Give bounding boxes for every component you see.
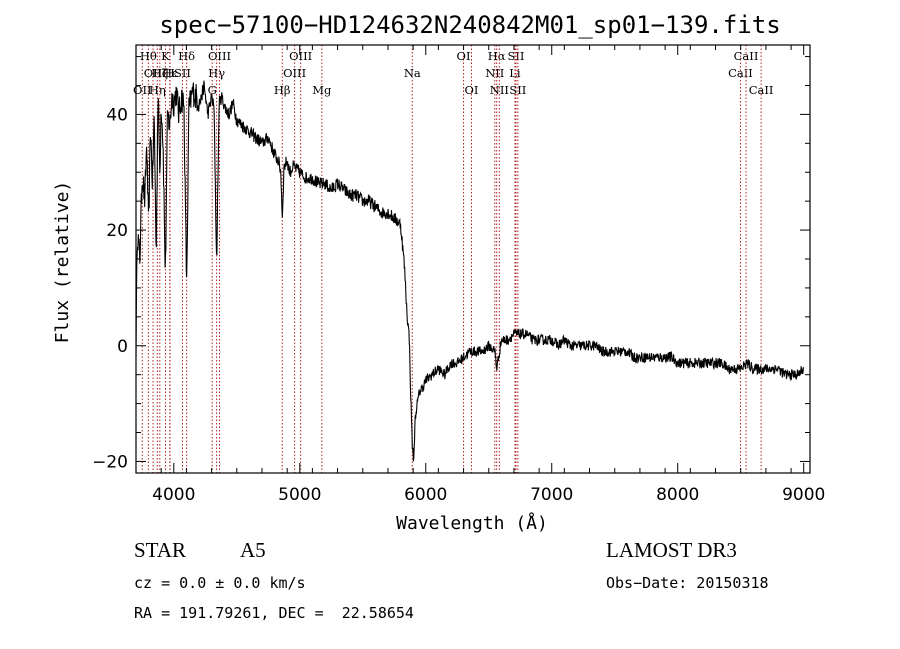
line-label: Hδ [178,49,195,63]
line-label: SII [509,83,526,97]
line-label: CaII [734,49,759,63]
line-label: Hε [162,66,178,80]
plot-frame [135,44,811,474]
line-label: OIII [208,49,231,63]
line-label: SII [174,66,191,80]
line-label: Mg [312,83,332,97]
line-label: Hα [488,49,506,63]
line-label: Na [404,66,421,80]
line-label: K [161,49,170,63]
emission-line-markers: OIIHθOIIHηHζKHHεSIIHδGHγOIIIHβOIIIOIIIMg… [133,45,773,473]
line-label: OII [133,83,152,97]
line-label: CaII [749,83,774,97]
survey-name: LAMOST DR3 [606,538,737,562]
axes: 4000 5000 6000 7000 8000 9000 −20 0 20 40 [92,45,825,505]
x-tick-label: 4000 [152,485,195,505]
line-label: Hγ [208,66,225,80]
line-label: Hβ [274,83,291,97]
y-tick-label: 0 [117,337,128,357]
line-label: OI [457,49,471,63]
y-axis-label: Flux (relative) [52,181,73,344]
chart-title: spec−57100−HD124632N240842M01_sp01−139.f… [159,11,780,39]
x-tick-label: 5000 [278,485,321,505]
y-tick-label: −20 [92,452,128,472]
object-type: STAR [134,538,186,562]
line-label: OIII [289,49,312,63]
line-label: G [208,83,217,97]
ra-dec-coordinates: RA = 191.79261, DEC = 22.58654 [134,604,414,622]
x-tick-label: 8000 [656,485,699,505]
x-axis-label: Wavelength (Å) [396,512,548,534]
line-label: Hθ [140,49,157,63]
observation-date: Obs−Date: 20150318 [606,574,769,592]
line-label: Li [509,66,521,80]
x-tick-label: 7000 [530,485,573,505]
x-tick-label: 6000 [404,485,447,505]
line-label: Hη [149,83,166,97]
line-label: CaII [728,66,753,80]
y-tick-label: 20 [106,221,128,241]
line-label: OIII [283,66,306,80]
line-label: NII [485,66,504,80]
spectrum-line [135,80,804,462]
y-tick-label: 40 [106,105,128,125]
line-label: NII [490,83,509,97]
redshift-cz: cz = 0.0 ± 0.0 km/s [134,574,306,592]
x-tick-label: 9000 [782,485,825,505]
line-label: Hζ [152,66,168,80]
spectral-subclass: A5 [240,538,266,562]
line-label: SII [507,49,524,63]
line-label: OI [464,83,478,97]
